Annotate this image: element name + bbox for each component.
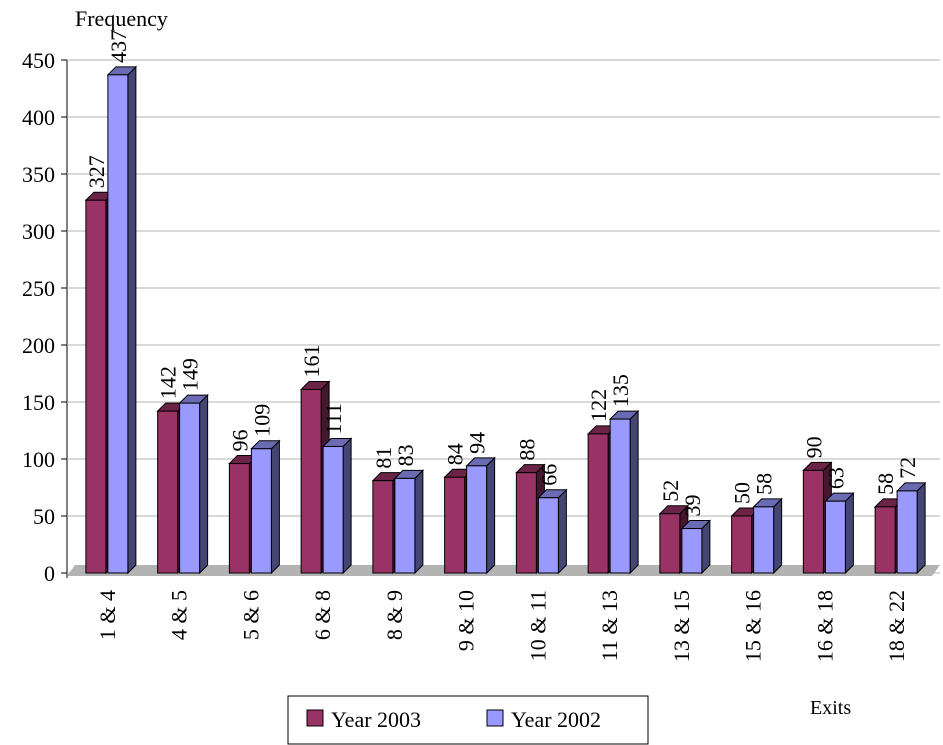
value-label: 52 (658, 480, 683, 502)
bar (659, 513, 681, 574)
bar-side (701, 519, 711, 575)
value-label: 81 (371, 447, 396, 469)
value-label: 122 (586, 389, 611, 422)
x-tick-label: 16 & 18 (812, 590, 837, 662)
value-label: 83 (393, 444, 418, 466)
x-tick-label: 4 & 5 (167, 590, 192, 640)
bar-side (342, 437, 352, 575)
bar (681, 528, 703, 574)
value-label: 94 (465, 432, 490, 454)
bar-side (127, 65, 137, 575)
bar (753, 506, 775, 574)
y-tick-label: 0 (44, 561, 55, 586)
bar (228, 463, 250, 574)
y-tick-label: 150 (22, 390, 55, 415)
y-tick-label: 250 (22, 276, 55, 301)
bar (874, 506, 896, 574)
bar (372, 480, 394, 574)
x-tick-label: 8 & 9 (382, 590, 407, 640)
bar (466, 465, 488, 574)
value-label: 66 (536, 464, 561, 486)
bar-side (270, 439, 280, 575)
bar (179, 402, 201, 574)
bar-side (773, 497, 783, 575)
legend-swatch (486, 709, 504, 727)
x-tick-label: 10 & 11 (525, 590, 550, 661)
value-label: 88 (514, 439, 539, 461)
y-tick-label: 300 (22, 219, 55, 244)
bar (157, 410, 179, 574)
value-label: 161 (299, 344, 324, 377)
y-tick-label: 400 (22, 105, 55, 130)
bar (587, 433, 609, 574)
y-tick-label: 350 (22, 162, 55, 187)
bar (802, 469, 824, 574)
bar (515, 472, 537, 574)
bar (896, 490, 918, 574)
value-label: 111 (321, 403, 346, 434)
value-label: 72 (895, 457, 920, 479)
bar (107, 74, 129, 574)
bar (85, 199, 107, 574)
value-label: 142 (156, 366, 181, 399)
value-label: 109 (249, 404, 274, 437)
x-tick-label: 15 & 16 (741, 590, 766, 662)
bar (444, 476, 466, 574)
value-label: 437 (106, 30, 131, 63)
bar-side (557, 488, 567, 575)
value-label: 39 (680, 495, 705, 517)
x-tick-label: 1 & 4 (95, 590, 120, 640)
bar (394, 477, 416, 574)
x-tick-label: 5 & 6 (238, 590, 263, 640)
y-tick-label: 50 (33, 504, 55, 529)
x-tick-label: 13 & 15 (669, 590, 694, 662)
legend-label: Year 2003 (331, 707, 421, 732)
value-label: 58 (873, 473, 898, 495)
bar-side (199, 393, 209, 575)
bar (731, 515, 753, 574)
legend (287, 695, 649, 745)
bar (824, 500, 846, 574)
value-label: 90 (801, 436, 826, 458)
y-tick-label: 200 (22, 333, 55, 358)
value-label: 96 (227, 430, 252, 452)
value-label: 50 (730, 482, 755, 504)
value-label: 84 (443, 443, 468, 465)
bar-side (414, 469, 424, 575)
y-axis-title: Frequency (75, 6, 168, 31)
bar-side (844, 491, 854, 575)
bar (300, 388, 322, 574)
bar (250, 448, 272, 574)
x-tick-label: 18 & 22 (884, 590, 909, 662)
y-tick-label: 450 (22, 48, 55, 73)
bar-side (916, 481, 926, 575)
floor (67, 565, 940, 576)
value-label: 149 (178, 358, 203, 391)
bar-side (629, 409, 639, 575)
bar (322, 445, 344, 574)
x-axis-title: Exits (810, 697, 851, 719)
bar (537, 497, 559, 574)
value-label: 135 (608, 374, 633, 407)
value-label: 63 (823, 467, 848, 489)
x-tick-label: 11 & 13 (597, 590, 622, 661)
bar (609, 418, 631, 574)
legend-swatch (306, 709, 324, 727)
value-label: 327 (84, 155, 109, 188)
value-label: 58 (752, 473, 777, 495)
y-tick-label: 100 (22, 447, 55, 472)
x-tick-label: 9 & 10 (454, 590, 479, 651)
x-tick-label: 6 & 8 (310, 590, 335, 640)
legend-label: Year 2002 (511, 707, 601, 732)
bar-side (486, 456, 496, 575)
